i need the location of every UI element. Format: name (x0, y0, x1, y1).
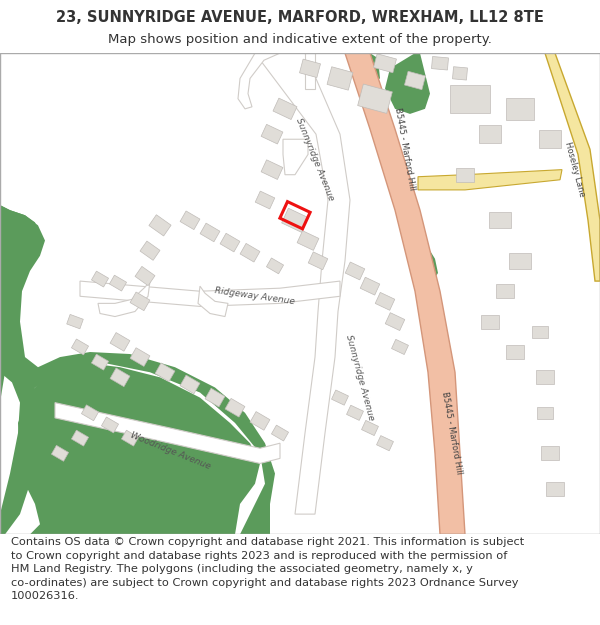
Polygon shape (355, 53, 380, 84)
Polygon shape (404, 71, 425, 90)
Text: B5445 - Marford Hill: B5445 - Marford Hill (440, 391, 464, 475)
Polygon shape (452, 67, 467, 80)
Polygon shape (266, 258, 284, 274)
Polygon shape (297, 231, 319, 251)
Polygon shape (271, 425, 289, 441)
Polygon shape (71, 339, 89, 355)
Polygon shape (385, 53, 430, 114)
Polygon shape (281, 208, 308, 232)
Polygon shape (377, 436, 394, 451)
Polygon shape (345, 262, 365, 280)
Polygon shape (456, 168, 474, 182)
Polygon shape (506, 345, 524, 359)
Polygon shape (327, 67, 353, 90)
Polygon shape (532, 326, 548, 338)
Polygon shape (98, 281, 150, 316)
Polygon shape (255, 191, 275, 209)
Polygon shape (374, 54, 397, 72)
Polygon shape (299, 59, 320, 78)
Polygon shape (155, 363, 175, 382)
Polygon shape (539, 130, 561, 148)
Polygon shape (52, 446, 68, 461)
Text: Woodridge Avenue: Woodridge Avenue (128, 431, 211, 471)
Polygon shape (332, 390, 349, 405)
Polygon shape (450, 84, 490, 113)
Polygon shape (415, 251, 438, 291)
Polygon shape (431, 56, 448, 70)
Polygon shape (238, 53, 280, 109)
Polygon shape (340, 53, 465, 534)
Polygon shape (135, 266, 155, 286)
Polygon shape (347, 405, 364, 421)
Polygon shape (358, 84, 392, 113)
Polygon shape (220, 233, 240, 252)
Polygon shape (91, 354, 109, 370)
Polygon shape (536, 370, 554, 384)
Polygon shape (506, 98, 534, 120)
Polygon shape (101, 417, 119, 433)
Polygon shape (110, 332, 130, 351)
Polygon shape (130, 292, 150, 311)
Polygon shape (530, 53, 600, 281)
Polygon shape (537, 407, 553, 419)
Text: Contains OS data © Crown copyright and database right 2021. This information is : Contains OS data © Crown copyright and d… (11, 537, 524, 601)
Text: B5445 - Marford Hill: B5445 - Marford Hill (393, 107, 417, 191)
Polygon shape (261, 124, 283, 144)
Polygon shape (509, 253, 531, 269)
Polygon shape (225, 398, 245, 417)
Polygon shape (255, 53, 350, 514)
Polygon shape (479, 125, 501, 143)
Polygon shape (489, 213, 511, 228)
Polygon shape (205, 388, 225, 407)
Polygon shape (91, 271, 109, 287)
Polygon shape (200, 223, 220, 242)
Polygon shape (109, 275, 127, 291)
Polygon shape (82, 405, 98, 421)
Polygon shape (240, 243, 260, 262)
Polygon shape (418, 169, 562, 190)
Polygon shape (0, 53, 275, 534)
Text: Sunnyridge Avenue: Sunnyridge Avenue (344, 333, 376, 421)
Polygon shape (496, 284, 514, 298)
Polygon shape (71, 430, 89, 446)
Polygon shape (360, 278, 380, 295)
Polygon shape (180, 375, 200, 394)
Polygon shape (385, 312, 405, 331)
Polygon shape (55, 402, 280, 464)
Polygon shape (121, 430, 139, 446)
Polygon shape (392, 339, 409, 354)
Polygon shape (305, 53, 315, 89)
Polygon shape (481, 314, 499, 329)
Polygon shape (67, 314, 83, 329)
Polygon shape (250, 412, 270, 430)
Text: Sunnyridge Avenue: Sunnyridge Avenue (294, 117, 336, 202)
Text: Ridgeway Avenue: Ridgeway Avenue (214, 286, 296, 306)
Text: Hoseley Lane: Hoseley Lane (563, 141, 587, 198)
Polygon shape (0, 53, 600, 534)
Polygon shape (80, 281, 340, 306)
Polygon shape (149, 215, 171, 236)
Polygon shape (140, 241, 160, 261)
Polygon shape (546, 482, 564, 496)
Polygon shape (0, 205, 40, 266)
Polygon shape (261, 160, 283, 179)
Text: Map shows position and indicative extent of the property.: Map shows position and indicative extent… (108, 33, 492, 46)
Polygon shape (110, 368, 130, 387)
Polygon shape (541, 446, 559, 461)
Polygon shape (130, 348, 150, 366)
Polygon shape (283, 139, 308, 175)
Polygon shape (180, 211, 200, 229)
Polygon shape (198, 286, 228, 316)
Polygon shape (273, 98, 297, 119)
Polygon shape (308, 252, 328, 270)
Text: 23, SUNNYRIDGE AVENUE, MARFORD, WREXHAM, LL12 8TE: 23, SUNNYRIDGE AVENUE, MARFORD, WREXHAM,… (56, 9, 544, 24)
Polygon shape (375, 292, 395, 310)
Polygon shape (0, 322, 18, 372)
Polygon shape (362, 421, 379, 436)
